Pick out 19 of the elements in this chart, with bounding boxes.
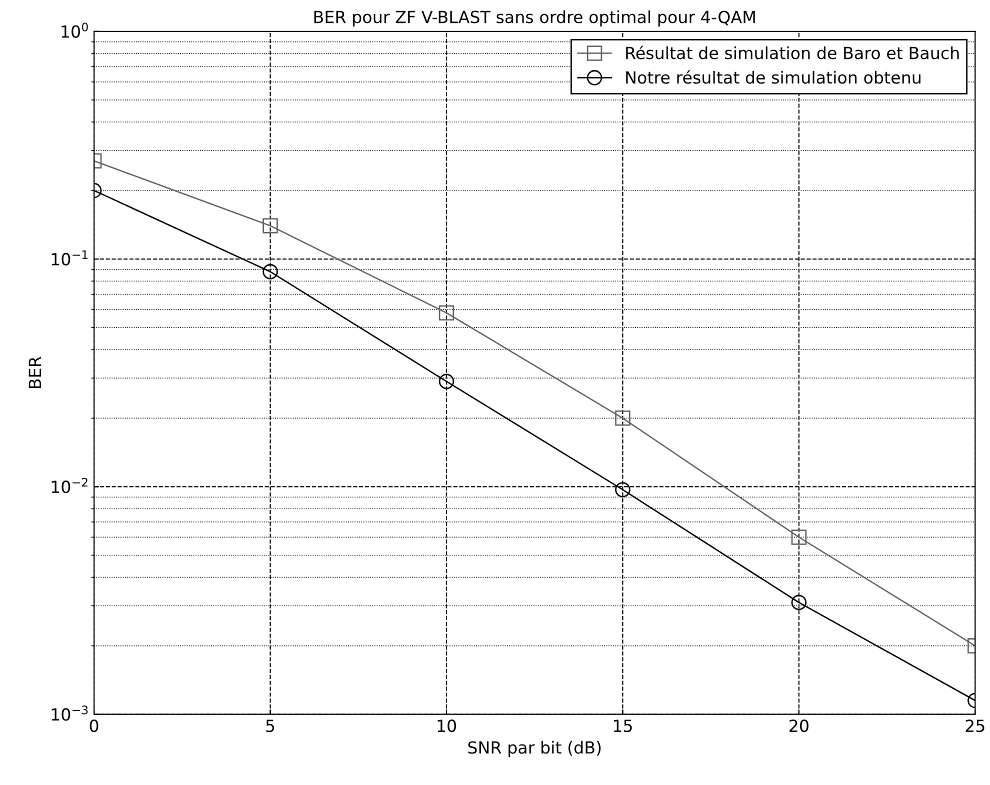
legend-label: Notre résultat de simulation obtenu [626,70,920,84]
y-tick-label: 10$^{−3}$ [52,706,88,721]
x-tick-label: 20 [790,720,808,732]
y-tick-label: 10$^{−2}$ [52,478,88,494]
point [438,305,454,321]
x-tick-label: 25 [966,720,984,732]
chart-title: BER pour ZF V-BLAST sans ordre optimal pour 4-QAM [314,10,755,27]
y-tick-label: 10$^{−1}$ [52,250,88,266]
y-axis-title: BER [28,356,41,388]
x-tick-label: 10 [438,720,456,732]
y-tick-label: 10$^{0}$ [62,22,88,38]
point [615,482,630,498]
x-tick-label: 5 [266,720,274,732]
point [615,410,630,426]
point [438,374,454,390]
x-tick-label: 0 [90,720,98,732]
x-tick-label: 15 [614,720,632,732]
x-axis-title: SNR par bit (dB) [468,740,601,758]
legend-label: Résultat de simulation de Baro et Bauch [626,46,959,60]
